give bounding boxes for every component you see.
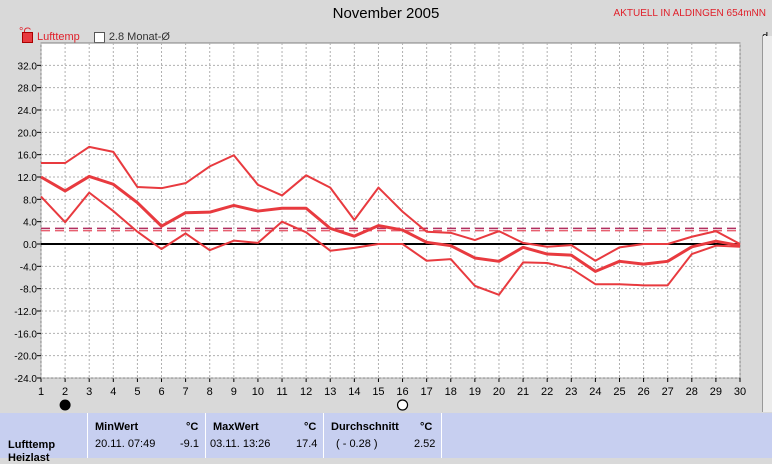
x-tick-label: 17: [421, 386, 433, 398]
y-tick-label: -16.0: [14, 329, 37, 340]
x-tick-label: 14: [348, 386, 360, 398]
y-tick-label: 32.0: [18, 61, 38, 72]
avg-header: Durchschnitt: [331, 421, 399, 433]
stats-panel: [0, 413, 772, 458]
x-tick-label: 19: [469, 386, 481, 398]
station-label: AKTUELL IN ALDINGEN 654mNN: [613, 8, 766, 19]
plot-area: [40, 42, 741, 379]
y-tick-label: 16.0: [18, 151, 38, 162]
y-tick-label: 20.0: [18, 128, 38, 139]
x-tick-label: 9: [231, 386, 237, 398]
x-tick-label: 25: [613, 386, 625, 398]
x-tick-label: 2: [62, 386, 68, 398]
x-tick-label: 12: [300, 386, 312, 398]
x-tick-label: 3: [86, 386, 92, 398]
x-tick-label: 30: [734, 386, 746, 398]
empty-cell: [441, 413, 763, 458]
y-tick-label: -20.0: [14, 352, 37, 363]
avg-delta: ( - 0.28 ): [336, 438, 378, 450]
min-value: -9.1: [180, 438, 199, 450]
avg-value: 2.52: [414, 438, 436, 450]
x-tick-label: 5: [134, 386, 140, 398]
stats-row-label: Lufttemp: [8, 439, 56, 451]
x-tick-label: 22: [541, 386, 553, 398]
x-tick-label: 18: [445, 386, 457, 398]
x-tick-label: 16: [396, 386, 408, 398]
x-tick-label: 1: [38, 386, 44, 398]
x-tick-label: 6: [158, 386, 164, 398]
min-datetime: 20.11. 07:49: [95, 438, 156, 450]
temperature-chart: 1 2 3 4 5 6 7 8 9 10 11 12 13 14 15 16 17 18 19 20 21 22 23 24 2…: [14, 42, 746, 411]
legend: Lufttemp 2.8 Monat-Ø: [22, 31, 170, 43]
legend-swatch-lufttemp: [22, 31, 33, 43]
x-tick-label: 11: [276, 386, 287, 398]
series-mean-line: [40, 174, 741, 273]
full-moon-icon: [396, 399, 409, 411]
x-tick-label: 15: [372, 386, 384, 398]
y-tick-label: -8.0: [20, 285, 38, 296]
avg-cell: Durchschnitt °C ( - 0.28 ) 2.52: [323, 413, 441, 458]
max-datetime: 03.11. 13:26: [210, 438, 271, 450]
y-tick-label: 0.0: [23, 240, 37, 251]
new-moon-icon: [59, 399, 71, 411]
y-tick-label: 4.0: [23, 218, 37, 229]
y-tick-label: 24.0: [18, 106, 38, 117]
x-tick-label: 23: [565, 386, 577, 398]
x-tick-label: 8: [207, 386, 213, 398]
x-tick-label: 24: [589, 386, 601, 398]
y-tick-label: -12.0: [14, 307, 37, 318]
chart-title: November 2005: [332, 5, 440, 22]
max-unit: °C: [304, 421, 317, 433]
y-tick-label: 12.0: [18, 173, 38, 184]
x-tick-label: 21: [517, 386, 529, 398]
x-tick-label: 26: [637, 386, 649, 398]
x-tick-label: 20: [493, 386, 505, 398]
y-tick-label: 28.0: [18, 84, 38, 95]
y-tick-label: 8.0: [23, 195, 37, 206]
x-tick-label: 10: [252, 386, 264, 398]
max-value: 17.4: [296, 438, 318, 450]
x-tick-label: 7: [183, 386, 189, 398]
x-tick-label: 13: [324, 386, 336, 398]
legend-item-lufttemp: Lufttemp: [37, 31, 80, 43]
legend-swatch-average: [93, 31, 105, 43]
vertical-scrollbar[interactable]: [762, 36, 772, 412]
x-tick-label: 28: [686, 386, 698, 398]
y-tick-label: -24.0: [14, 374, 37, 385]
x-tick-label: 29: [710, 386, 722, 398]
x-tick-label: 27: [662, 386, 674, 398]
y-tick-label: -4.0: [20, 262, 38, 273]
series-min-line: [40, 191, 741, 296]
avg-unit: °C: [420, 421, 433, 433]
min-cell: MinWert °C 20.11. 07:49 -9.1: [87, 413, 205, 458]
max-header: MaxWert: [213, 421, 259, 433]
stats-row-label-2: Heizlast: [8, 452, 50, 464]
series-max-line: [41, 145, 741, 262]
max-cell: MaxWert °C 03.11. 13:26 17.4: [205, 413, 323, 458]
min-unit: °C: [186, 421, 199, 433]
x-tick-label: 4: [110, 386, 116, 398]
min-header: MinWert: [95, 421, 139, 433]
legend-item-average: 2.8 Monat-Ø: [108, 31, 170, 43]
